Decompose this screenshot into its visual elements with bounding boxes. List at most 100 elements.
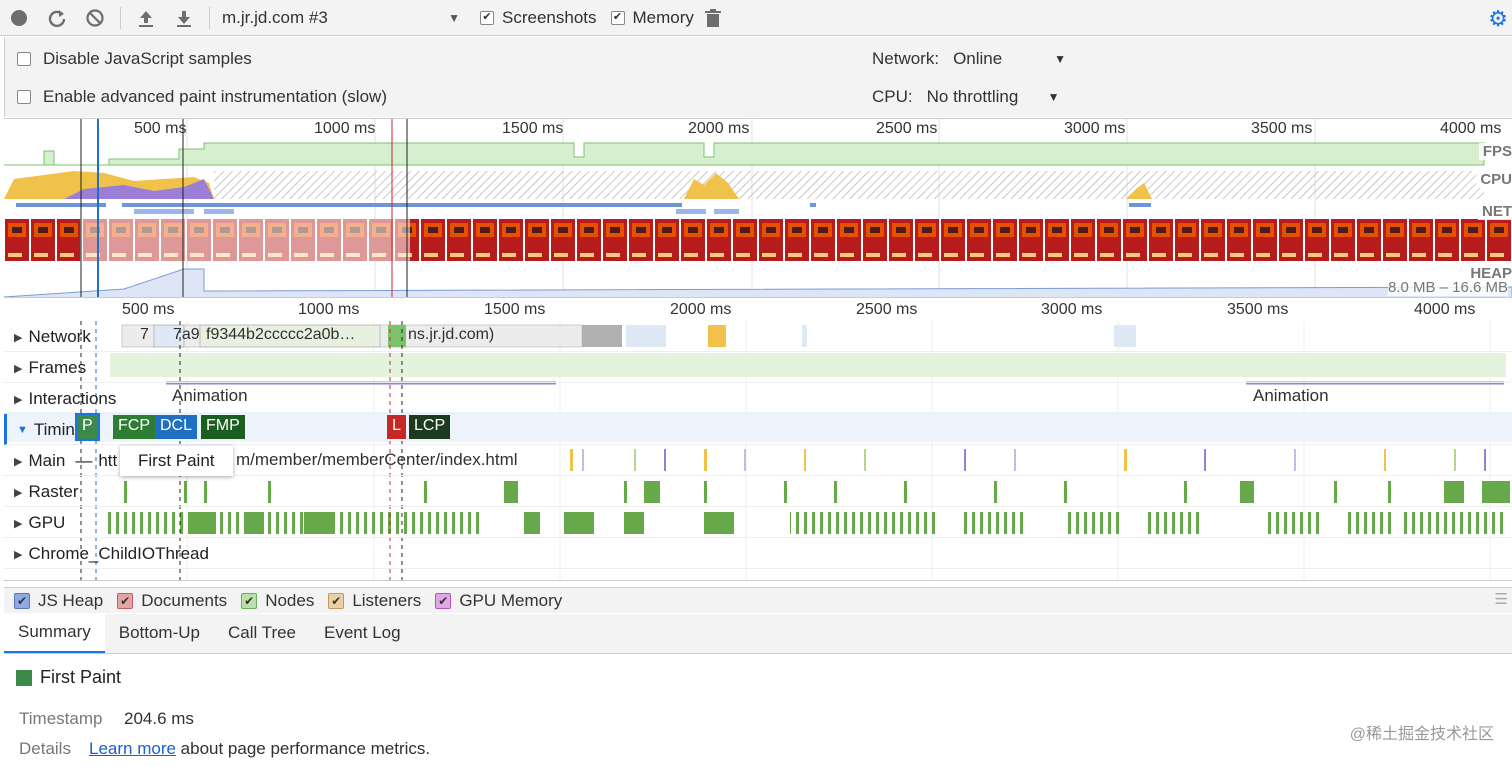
resize-handle-icon[interactable]: ☰ — [1494, 591, 1508, 608]
summary-details-row: Details Learn more about page performance… — [19, 739, 430, 759]
marker-load[interactable]: L — [387, 415, 406, 439]
details-tabs: Summary Bottom-Up Call Tree Event Log — [4, 613, 1512, 654]
marker-first-paint[interactable]: P — [75, 413, 100, 441]
track-raster-label: Raster — [28, 482, 79, 501]
checkbox-check-icon: ✔ — [328, 592, 345, 609]
marker-fmp[interactable]: FMP — [201, 415, 245, 439]
disable-js-samples-checkbox[interactable]: Disable JavaScript samples — [17, 49, 252, 69]
cpu-idle-hatch — [214, 171, 1484, 199]
flame-tick: 3500 ms — [1227, 301, 1289, 318]
counter-documents-label: Documents — [141, 590, 228, 610]
network-select[interactable]: Online — [953, 49, 1003, 68]
flame-tick: 1500 ms — [484, 301, 546, 318]
timestamp-value: 204.6 ms — [124, 709, 194, 728]
dropdown-arrow-icon: ▼ — [1047, 90, 1060, 104]
screenshots-checkbox[interactable]: ✔ Screenshots — [480, 8, 597, 28]
heap-label: HEAP — [1466, 265, 1512, 282]
track-interactions-label: Interactions — [28, 389, 117, 408]
screenshots-label: Screenshots — [502, 7, 597, 27]
overview-tick: 1500 ms — [502, 120, 564, 137]
upload-icon — [139, 10, 153, 27]
track-main[interactable]: ▶ Main — htt m/member/memberCenter/index.ht… — [4, 445, 1512, 476]
track-gpu-header[interactable]: ▶ GPU — [14, 513, 65, 533]
track-raster[interactable]: ▶ Raster — [4, 476, 1512, 507]
checkbox-box — [17, 52, 31, 66]
track-interactions-header[interactable]: ▶ Interactions — [14, 389, 116, 409]
checkbox-check-icon: ✔ — [14, 592, 30, 609]
expand-triangle-icon: ▶ — [14, 362, 23, 375]
track-childio[interactable]: ▶ Chrome_ChildIOThread — [4, 538, 1512, 569]
save-profile-button[interactable] — [165, 0, 203, 36]
flame-tick: 1000 ms — [298, 301, 360, 318]
expand-triangle-icon: ▶ — [14, 486, 23, 499]
flame-chart[interactable]: 500 ms 1000 ms 1500 ms 2000 ms 2500 ms 3… — [4, 299, 1512, 581]
track-main-header[interactable]: ▶ Main — htt — [14, 451, 117, 471]
record-icon — [11, 9, 27, 26]
cpu-label: CPU: — [872, 87, 913, 106]
expand-triangle-icon: ▶ — [14, 393, 23, 406]
learn-more-link[interactable]: Learn more — [89, 739, 176, 758]
cpu-select[interactable]: No throttling — [926, 87, 1019, 106]
capture-settings-button[interactable]: ⚙ — [1488, 6, 1508, 32]
network-request-label: ns.jr.jd.com) — [408, 326, 495, 343]
network-label: Network: — [872, 49, 940, 68]
gpu-tasks — [104, 512, 1504, 534]
network-request-label: 7 — [140, 326, 149, 343]
tab-event-log[interactable]: Event Log — [324, 623, 401, 642]
fps-graph — [4, 142, 1485, 166]
timeline-overview[interactable]: 500 ms 1000 ms 1500 ms 2000 ms 2500 ms 3… — [4, 118, 1512, 298]
filmstrip-selection-overlay — [80, 219, 410, 261]
checkbox-check-icon: ✔ — [480, 10, 494, 25]
disable-js-samples-label: Disable JavaScript samples — [43, 49, 252, 68]
checkbox-check-icon: ✔ — [241, 592, 258, 609]
heap-graph — [4, 268, 1512, 297]
tab-summary[interactable]: Summary — [4, 613, 105, 653]
cpu-graph-spike — [684, 173, 739, 199]
marker-lcp[interactable]: LCP — [409, 415, 451, 439]
marker-fcp[interactable]: FCP — [113, 415, 155, 439]
checkbox-check-icon: ✔ — [435, 592, 452, 609]
marker-dcl[interactable]: DCL — [155, 415, 198, 439]
memory-label: Memory — [632, 7, 694, 27]
flame-tick: 4000 ms — [1414, 301, 1476, 318]
reload-record-button[interactable] — [38, 0, 76, 36]
counter-js-heap[interactable]: ✔ JS Heap — [14, 591, 103, 611]
target-select[interactable]: m.jr.jd.com #3 ▼ — [216, 4, 466, 32]
heap-range: 8.0 MB – 16.6 MB — [1387, 279, 1508, 296]
track-childio-header[interactable]: ▶ Chrome_ChildIOThread — [14, 544, 209, 564]
track-raster-header[interactable]: ▶ Raster — [14, 482, 79, 502]
advanced-paint-checkbox[interactable]: Enable advanced paint instrumentation (s… — [17, 87, 387, 107]
track-network-header[interactable]: ▶ Network — [14, 327, 91, 347]
dropdown-arrow-icon: ▼ — [1054, 52, 1066, 66]
track-gpu[interactable]: ▶ GPU — [4, 507, 1512, 538]
timings-row-highlight — [4, 412, 1512, 442]
flame-graphics — [4, 321, 1512, 580]
track-frames-header[interactable]: ▶ Frames — [14, 358, 86, 378]
flame-tick: 500 ms — [122, 301, 175, 318]
counter-nodes[interactable]: ✔ Nodes — [241, 591, 314, 611]
counter-listeners[interactable]: ✔ Listeners — [328, 591, 421, 611]
raster-tasks — [124, 481, 1510, 503]
details-label: Details — [19, 739, 71, 758]
memory-checkbox[interactable]: ✔ Memory — [610, 7, 694, 28]
counter-documents[interactable]: ✔ Documents — [117, 591, 227, 611]
record-button[interactable] — [0, 0, 38, 36]
track-interactions[interactable]: ▶ Interactions Animation Animation — [4, 383, 1512, 414]
marker-tooltip: First Paint — [120, 446, 233, 476]
counter-gpu-memory[interactable]: ✔ GPU Memory — [435, 591, 562, 611]
clear-button[interactable] — [76, 0, 114, 36]
track-frames[interactable]: ▶ Frames — [4, 352, 1512, 383]
collapse-triangle-icon: ▼ — [17, 424, 28, 436]
toolbar-divider — [209, 6, 210, 29]
track-network[interactable]: ▶ Network 7 7a9 f9344b2ccccc2a0b… ns.jr.j… — [4, 321, 1512, 352]
cpu-graph-spike — [1126, 183, 1152, 199]
collect-garbage-button[interactable] — [694, 0, 732, 36]
tab-bottom-up[interactable]: Bottom-Up — [118, 623, 200, 642]
download-icon — [177, 10, 191, 27]
animation-label: Animation — [1253, 386, 1329, 405]
load-profile-button[interactable] — [127, 0, 165, 36]
network-request-label: f9344b2ccccc2a0b… — [206, 326, 356, 343]
network-requests — [121, 324, 1136, 348]
checkbox-box — [17, 90, 31, 104]
tab-call-tree[interactable]: Call Tree — [227, 623, 297, 642]
